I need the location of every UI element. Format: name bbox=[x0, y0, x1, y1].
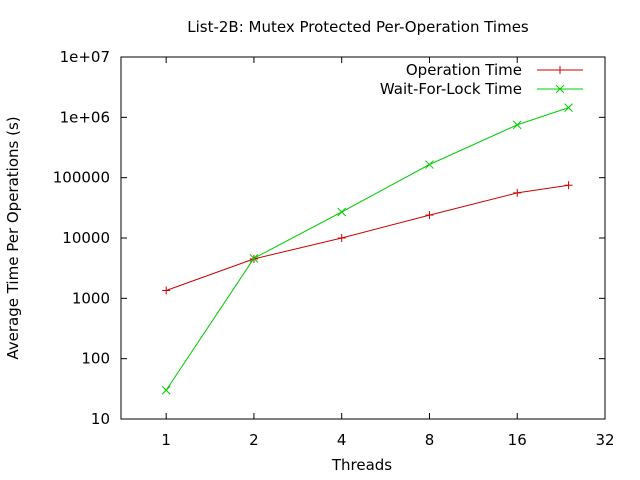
data-point bbox=[337, 234, 346, 242]
data-point bbox=[512, 120, 522, 130]
x-tick-label: 4 bbox=[337, 431, 347, 449]
data-point bbox=[337, 207, 347, 217]
x-axis-label: Threads bbox=[331, 456, 392, 474]
data-point bbox=[425, 211, 434, 220]
data-point bbox=[564, 181, 573, 190]
y-axis-label: Average Time Per Operations (s) bbox=[4, 116, 22, 359]
data-point bbox=[162, 286, 171, 295]
series-line bbox=[166, 184, 569, 291]
data-point bbox=[425, 160, 434, 169]
y-tick-label: 100 bbox=[81, 350, 110, 368]
series-line bbox=[165, 107, 569, 391]
legend-marker bbox=[556, 66, 564, 74]
x-tick-label: 8 bbox=[425, 431, 435, 449]
legend-label: Wait-For-Lock Time bbox=[380, 80, 522, 98]
plot-frame bbox=[120, 56, 606, 420]
x-tick-label: 32 bbox=[595, 431, 614, 449]
legend-entry: Operation Time bbox=[406, 61, 583, 79]
data-point bbox=[513, 188, 522, 197]
x-tick-label: 2 bbox=[249, 431, 259, 449]
x-tick-label: 16 bbox=[508, 431, 527, 449]
series-layer bbox=[161, 103, 573, 395]
axis-ticks: 1 2 4 8 16 32 10 100 1000 10000 100000 1e+06 1e+07 bbox=[53, 48, 615, 449]
y-tick-label: 10 bbox=[91, 410, 110, 428]
legend-entry: Wait-For-Lock Time bbox=[380, 80, 583, 98]
y-tick-label: 1e+07 bbox=[60, 48, 110, 66]
series-2 bbox=[161, 103, 573, 395]
data-point bbox=[161, 385, 171, 395]
x-tick-label: 1 bbox=[161, 431, 171, 449]
data-point bbox=[564, 103, 573, 112]
y-tick-label: 1e+06 bbox=[60, 108, 110, 126]
chart-title: List-2B: Mutex Protected Per-Operation T… bbox=[187, 18, 529, 36]
y-tick-label: 100000 bbox=[53, 169, 110, 187]
legend-marker bbox=[555, 84, 565, 94]
y-tick-label: 10000 bbox=[62, 229, 110, 247]
legend-label: Operation Time bbox=[406, 61, 522, 79]
data-point bbox=[249, 253, 259, 263]
y-tick-label: 1000 bbox=[72, 289, 110, 307]
